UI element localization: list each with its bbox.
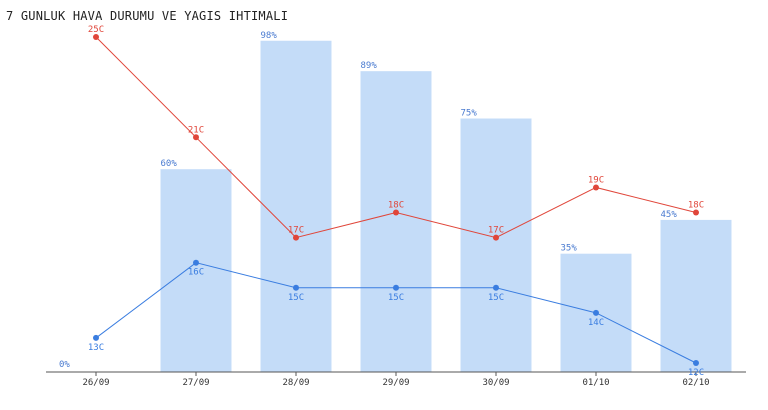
max-temperature-point	[93, 34, 99, 40]
x-tick-label: 26/09	[82, 378, 109, 388]
precipitation-label: 35%	[561, 244, 578, 254]
chart-title: 7 GUNLUK HAVA DURUMU VE YAGIS IHTIMALI	[6, 9, 289, 23]
precipitation-bars	[160, 40, 732, 373]
max-temperature-label: 17C	[488, 226, 504, 236]
min-temperature-point	[593, 309, 599, 316]
max-temperature-point	[593, 184, 599, 191]
min-temperature-point	[693, 360, 699, 366]
min-temperature-point	[493, 284, 499, 291]
x-tick-label: 29/09	[382, 378, 409, 388]
min-temperature-point	[193, 259, 199, 266]
min-temperature-point	[393, 284, 399, 291]
max-temperature-label: 21C	[188, 125, 204, 135]
precipitation-bar-27-09	[160, 169, 232, 372]
temperature-lines	[93, 34, 699, 366]
min-temperature-label: 13C	[88, 343, 104, 353]
x-tick-label: 30/09	[482, 378, 509, 388]
min-temperature-label: 16C	[188, 268, 204, 278]
max-temperature-label: 17C	[288, 226, 304, 236]
precipitation-labels: 0% 60% 98% 89% 75% 35% 45%	[59, 31, 677, 370]
min-temperature-point	[93, 334, 99, 341]
min-temperature-label: 12C	[688, 368, 704, 378]
min-temperature-label: 15C	[288, 293, 304, 303]
min-temperature-label: 15C	[488, 293, 504, 303]
precipitation-bar-30-09	[460, 118, 532, 372]
x-tick-label: 27/09	[182, 378, 209, 388]
precipitation-label: 0%	[59, 360, 70, 370]
max-temperature-point	[193, 134, 199, 141]
max-temperature-label: 18C	[388, 201, 404, 211]
min-temperature-label: 14C	[588, 318, 604, 328]
max-temperature-point	[493, 234, 499, 241]
precipitation-bar-29-09	[360, 71, 432, 373]
max-temperature-label: 19C	[588, 175, 604, 185]
precipitation-bar-02-10	[660, 219, 732, 372]
x-tick-label: 01/10	[582, 378, 609, 388]
precipitation-label: 98%	[261, 31, 278, 41]
x-tick-label: 28/09	[282, 378, 309, 388]
precipitation-label: 45%	[661, 210, 678, 220]
max-temperature-point	[293, 234, 299, 241]
min-temperature-point	[293, 284, 299, 291]
precipitation-label: 89%	[361, 61, 378, 71]
max-temperature-point	[693, 209, 699, 216]
max-temperature-label: 18C	[688, 201, 704, 211]
x-tick-label: 02/10	[682, 378, 709, 388]
max-temperature-label: 25C	[88, 25, 104, 35]
precipitation-bar-28-09	[260, 40, 332, 372]
max-temperature-point	[393, 209, 399, 216]
min-temperature-label: 15C	[388, 293, 404, 303]
x-axis-ticks: 26/09 27/09 28/09 29/09 30/09 01/10 02/10	[82, 372, 710, 388]
precipitation-label: 75%	[461, 109, 478, 119]
temperature-labels: 25C 21C 17C 18C 17C 19C 18C 13C 16C 15C 15C 15C 14C 1…	[88, 25, 704, 378]
precipitation-label: 60%	[161, 159, 178, 169]
